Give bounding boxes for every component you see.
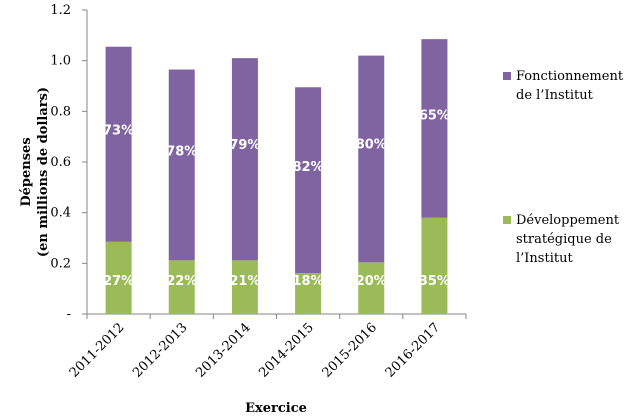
y-tick-label: - — [67, 307, 71, 322]
y-tick-label: 1.0 — [50, 54, 71, 69]
legend-label: stratégique de — [516, 232, 612, 247]
data-label: 79% — [229, 138, 260, 153]
data-label: 78% — [166, 144, 197, 159]
x-tick-label: 2012-2013 — [130, 320, 191, 381]
x-tick-label: 2016-2017 — [383, 320, 444, 381]
data-label: 21% — [229, 274, 260, 289]
x-tick-label: 2011-2012 — [67, 320, 128, 381]
data-label: 27% — [103, 274, 134, 289]
bar-segment — [358, 55, 385, 263]
y-tick-label: 0.8 — [50, 104, 71, 119]
bar-segment — [168, 69, 195, 261]
y-tick-label: 1.2 — [50, 3, 71, 18]
legend: Fonctionnement de l’Institut Développement… — [503, 69, 624, 266]
y-tick-label: 0.4 — [50, 206, 71, 221]
y-axis-title: Dépenses (en millions de dollars) — [19, 87, 51, 257]
data-label: 22% — [166, 274, 197, 289]
bar-segment — [168, 260, 195, 314]
data-label: 20% — [356, 274, 387, 289]
x-tick-label: 2015-2016 — [320, 320, 381, 381]
bar-segment — [105, 241, 132, 314]
bar-segment — [421, 217, 448, 314]
y-axis-title-line-2: (en millions de dollars) — [36, 87, 51, 257]
legend-label: Fonctionnement — [516, 69, 624, 84]
legend-label: Développement — [516, 213, 620, 228]
legend-swatch — [503, 72, 511, 80]
legend-label: l’Institut — [516, 251, 573, 266]
bar-segment — [231, 260, 258, 314]
bar-segment — [295, 87, 322, 274]
bars — [105, 39, 448, 314]
x-axis-title: Exercice — [245, 401, 307, 416]
data-label: 65% — [419, 109, 450, 124]
data-label: 35% — [419, 274, 450, 289]
data-label: 82% — [293, 160, 324, 175]
x-tick-label: 2014-2015 — [256, 320, 317, 381]
y-axis-title-line-1: Dépenses — [19, 137, 34, 206]
data-label: 18% — [293, 274, 324, 289]
bar-segment — [105, 46, 132, 242]
data-label: 80% — [356, 138, 387, 153]
bar-segment — [421, 39, 448, 218]
bar-segment — [295, 273, 322, 314]
legend-label: de l’Institut — [516, 88, 594, 103]
bar-segment — [231, 58, 258, 261]
data-label: 73% — [103, 124, 134, 139]
bar-segment — [358, 262, 385, 314]
x-tick-label: 2013-2014 — [193, 320, 254, 381]
y-tick-label: 0.2 — [50, 256, 71, 271]
data-labels: 27% 73% 22% 78% 21% 79% 18% 82% 20% 80% 35% 65% — [103, 109, 450, 289]
y-tick-label: 0.6 — [50, 155, 71, 170]
legend-swatch — [503, 216, 511, 224]
